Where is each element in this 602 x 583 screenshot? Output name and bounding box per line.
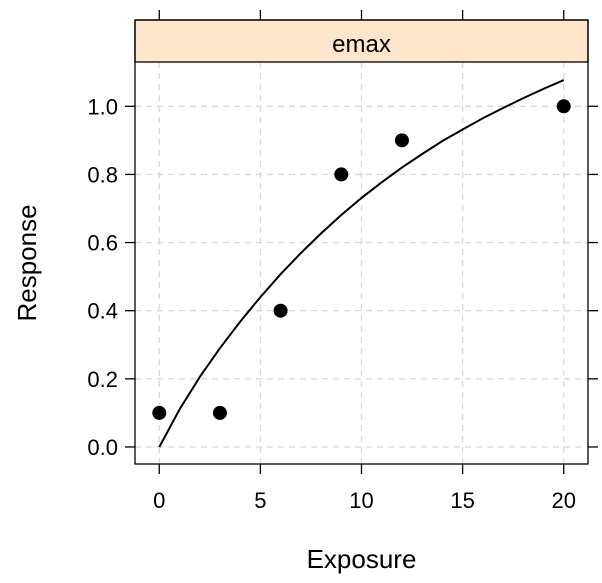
y-tick-label: 0.8 xyxy=(87,162,118,187)
x-tick-label: 0 xyxy=(153,488,165,513)
x-axis-title: Exposure xyxy=(307,544,417,574)
y-axis-title: Response xyxy=(12,204,42,321)
data-point xyxy=(556,99,571,114)
fitted-curve xyxy=(158,79,565,448)
y-tick-label: 0.2 xyxy=(87,367,118,392)
x-tick-label: 10 xyxy=(349,488,373,513)
panel-strip-label: emax xyxy=(332,31,391,58)
x-axis: 0 5 10 15 20 xyxy=(153,10,576,513)
data-point xyxy=(394,133,409,148)
gridlines xyxy=(135,62,588,464)
y-tick-label: 0.4 xyxy=(87,299,118,324)
data-point xyxy=(334,167,349,182)
data-point xyxy=(152,405,167,420)
y-axis: 0.0 0.2 0.4 0.6 0.8 1.0 xyxy=(87,94,598,460)
y-tick-label: 0.0 xyxy=(87,435,118,460)
data-point xyxy=(212,405,227,420)
x-tick-label: 15 xyxy=(450,488,474,513)
y-tick-label: 0.6 xyxy=(87,231,118,256)
data-point xyxy=(273,303,288,318)
fitted-curve-layer xyxy=(158,79,565,448)
points-layer xyxy=(152,99,571,420)
x-tick-label: 5 xyxy=(254,488,266,513)
y-tick-label: 1.0 xyxy=(87,94,118,119)
x-tick-label: 20 xyxy=(551,488,575,513)
